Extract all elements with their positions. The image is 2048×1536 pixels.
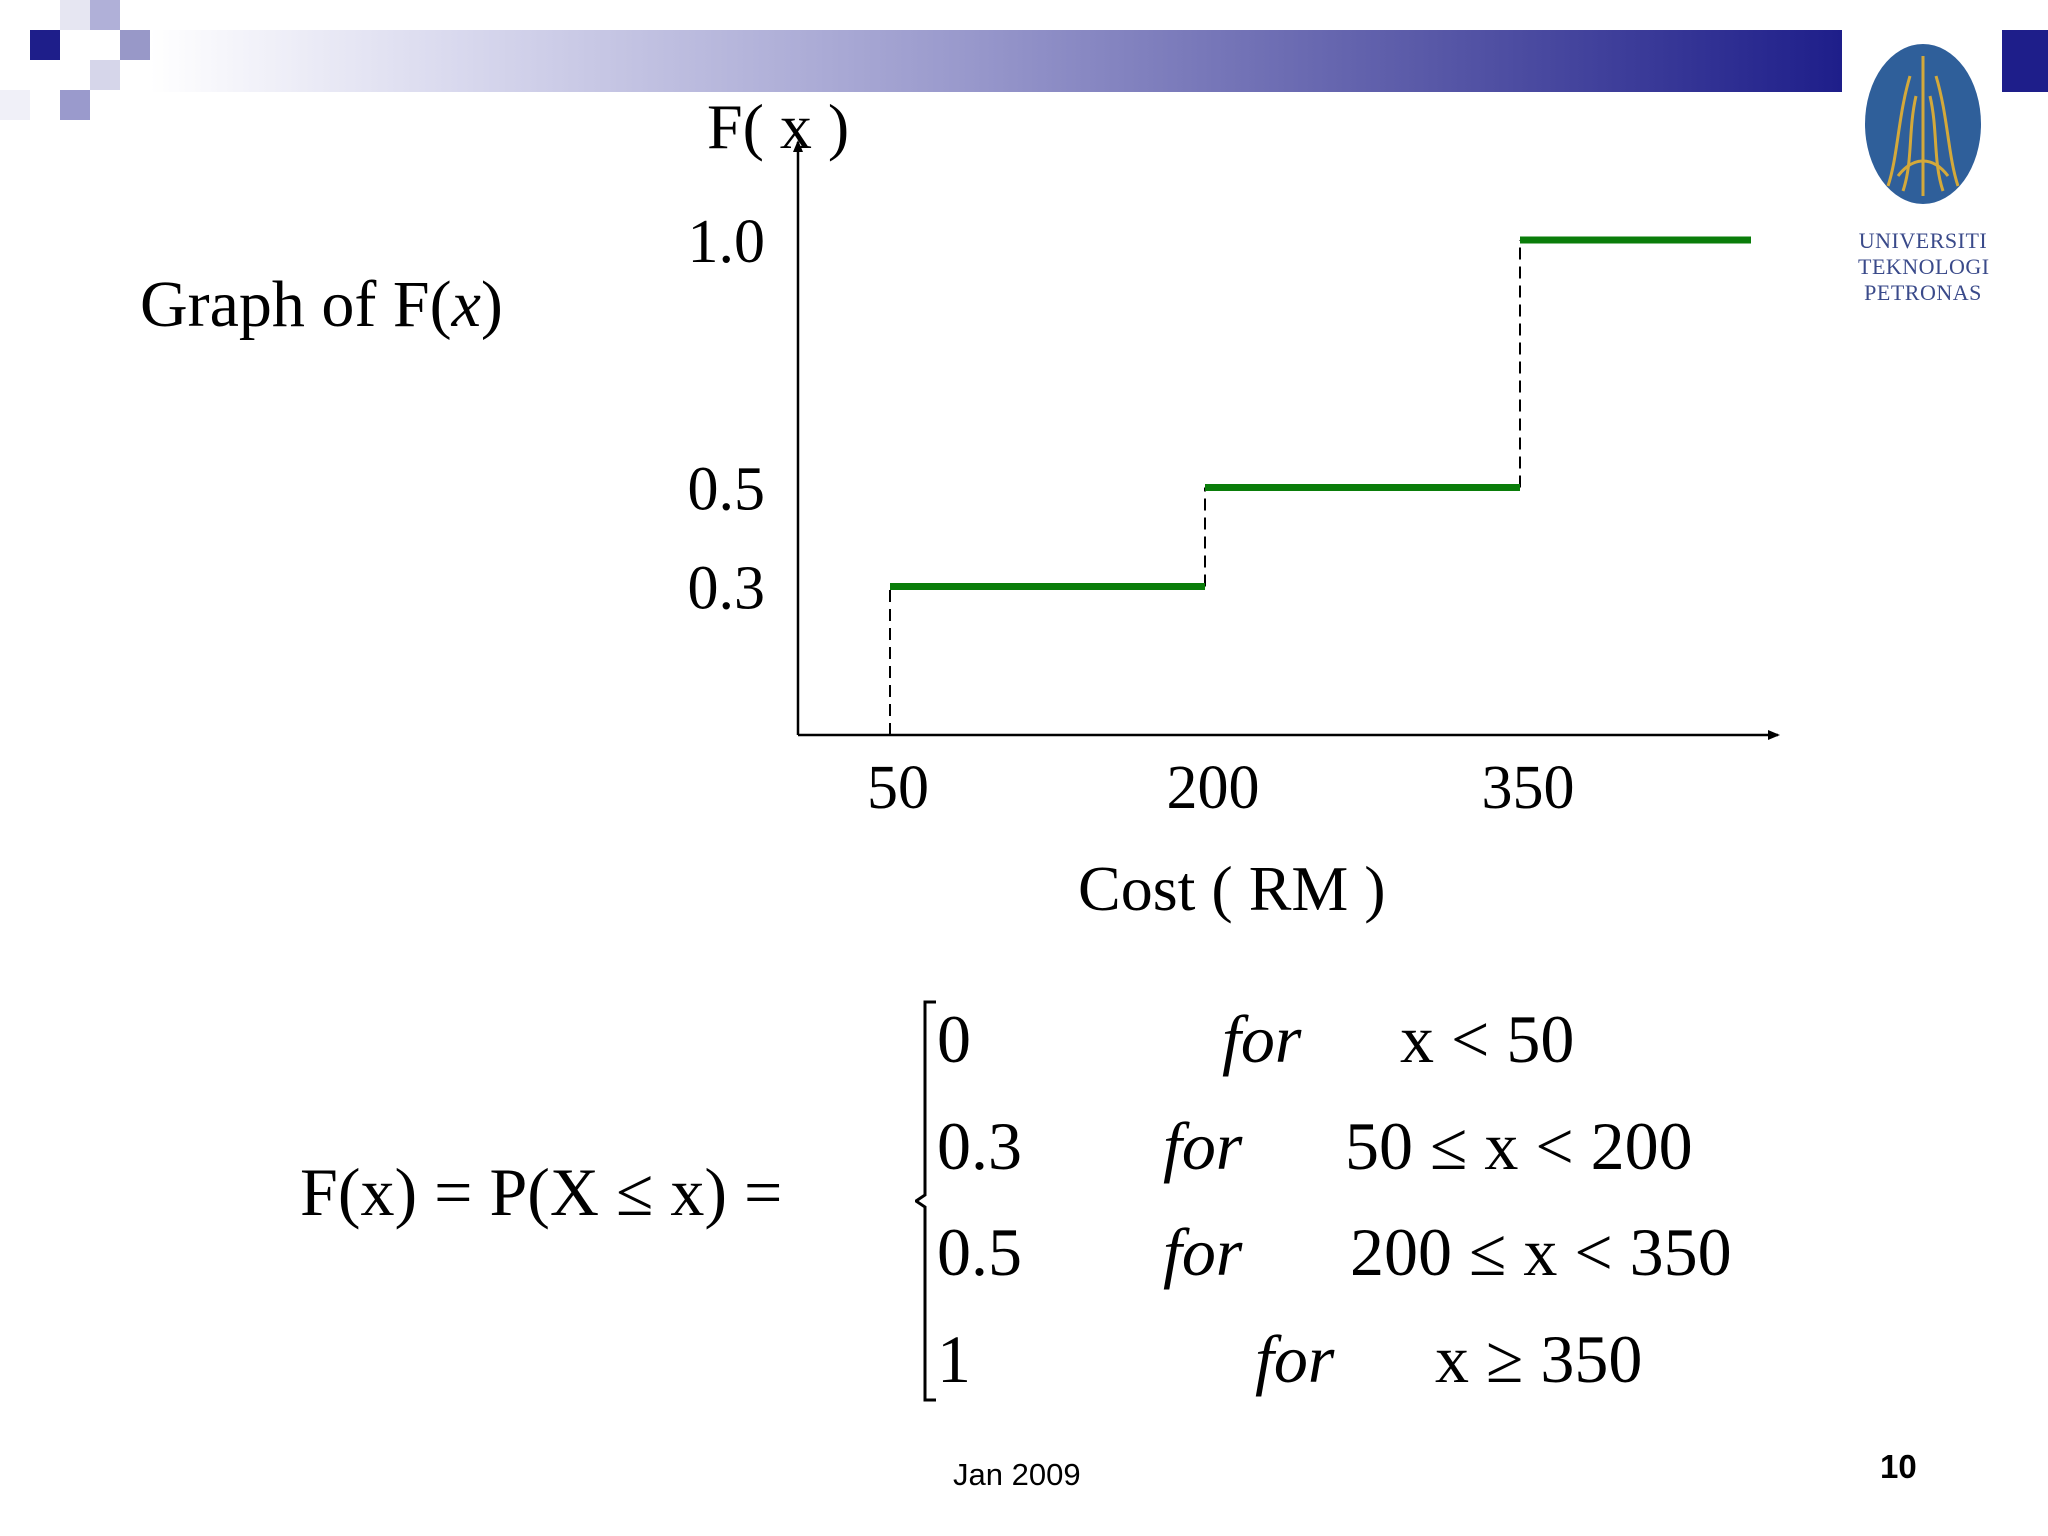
case-value: 0 — [937, 1001, 971, 1077]
header-banner — [150, 30, 1842, 92]
y-tick-label: 0.5 — [688, 456, 766, 524]
case-value: 0.3 — [937, 1108, 1022, 1184]
header-square-light — [90, 0, 120, 30]
case-value: 1 — [937, 1321, 971, 1397]
page-number: 10 — [1880, 1448, 1917, 1485]
header-square-light — [120, 30, 150, 60]
case-for: for — [1163, 1214, 1243, 1290]
x-tick-label: 200 — [1167, 754, 1260, 822]
y-tick-label: 0.3 — [688, 555, 766, 623]
university-logo — [1865, 44, 1981, 204]
case-for: for — [1163, 1108, 1243, 1184]
x-tick-label: 350 — [1482, 754, 1575, 822]
header-square-light — [90, 60, 120, 90]
header-square-light — [60, 90, 90, 120]
graph-title-prefix: Graph of F( — [140, 268, 452, 341]
logo-line-3: PETRONAS — [1864, 280, 1982, 305]
case-for: for — [1222, 1001, 1302, 1077]
graph-title: Graph of F(x) — [140, 272, 503, 338]
logo-line-2: TEKNOLOGI — [1858, 254, 1990, 279]
graph-title-var: x — [451, 268, 481, 341]
case-condition: 50 ≤ x < 200 — [1345, 1108, 1693, 1184]
y-tick-label: 1.0 — [688, 208, 766, 276]
case-condition: 200 ≤ x < 350 — [1350, 1214, 1732, 1290]
header-square-light — [60, 0, 90, 30]
logo-line-1: UNIVERSITI — [1858, 228, 1988, 253]
case-value: 0.5 — [937, 1214, 1022, 1290]
case-condition: x ≥ 350 — [1435, 1321, 1643, 1397]
footer-date: Jan 2009 — [953, 1457, 1081, 1492]
case-condition: x < 50 — [1400, 1001, 1575, 1077]
x-axis-label: Cost ( RM ) — [1078, 853, 1386, 924]
header-square-dark — [30, 30, 60, 60]
cases-brace — [915, 1000, 936, 1402]
formula-lhs: F(x) = P(X ≤ x) = — [300, 1154, 783, 1230]
graph-title-suffix: ) — [480, 268, 503, 341]
header-banner-cap — [2002, 30, 2048, 92]
case-for: for — [1255, 1321, 1335, 1397]
y-axis-label: F( x ) — [707, 91, 849, 162]
x-tick-label: 50 — [867, 754, 929, 822]
header-square-light — [0, 90, 30, 120]
